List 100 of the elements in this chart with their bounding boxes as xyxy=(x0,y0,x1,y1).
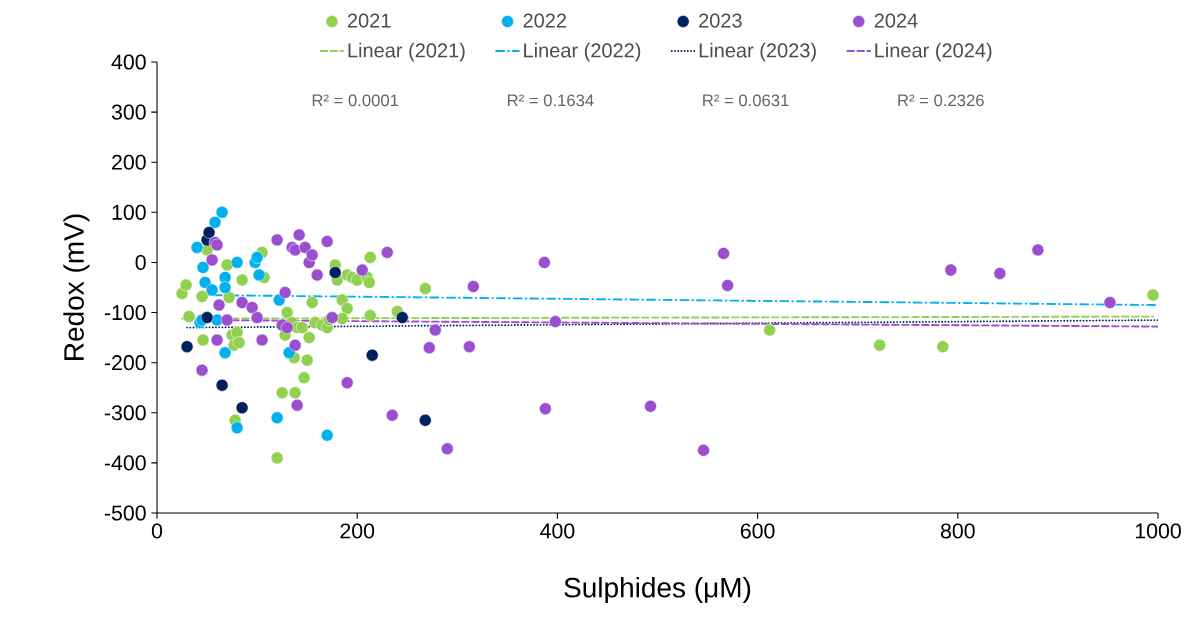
point xyxy=(717,247,730,260)
point xyxy=(195,363,209,377)
x-tick-label: 0 xyxy=(151,523,163,539)
point xyxy=(182,310,196,323)
point xyxy=(255,333,269,347)
x-tick-label: 800 xyxy=(940,523,975,539)
y-tick-label: 100 xyxy=(112,204,146,220)
y-tick-label: 300 xyxy=(111,104,146,120)
annotation: R² = 0.0631 xyxy=(703,94,789,107)
point xyxy=(218,271,232,284)
point xyxy=(218,281,232,294)
point xyxy=(230,421,244,435)
point xyxy=(697,444,710,457)
point xyxy=(380,246,394,259)
point xyxy=(320,429,334,442)
point xyxy=(232,336,246,349)
x-tick-label: 600 xyxy=(740,523,775,539)
point xyxy=(212,298,226,312)
point xyxy=(230,256,244,269)
point xyxy=(340,302,354,315)
point xyxy=(288,386,302,400)
legend-label: Linear (2023) xyxy=(699,42,816,62)
point xyxy=(235,273,249,287)
point xyxy=(365,348,379,362)
point xyxy=(385,409,399,422)
point xyxy=(270,451,284,465)
point xyxy=(355,263,369,277)
point xyxy=(278,286,292,299)
point xyxy=(297,371,311,384)
legend-label: 2022 xyxy=(523,13,567,28)
point xyxy=(195,290,209,303)
point xyxy=(467,280,480,293)
legend-label: Linear (2021) xyxy=(348,42,465,62)
y-tick-label: -100 xyxy=(104,305,146,321)
point xyxy=(215,378,229,392)
point xyxy=(873,338,886,352)
point xyxy=(295,321,309,334)
point xyxy=(419,414,432,427)
point xyxy=(463,340,476,353)
y-tick-label: -400 xyxy=(104,455,146,471)
point xyxy=(196,261,210,274)
point xyxy=(215,206,229,219)
legend-label: Linear (2024) xyxy=(875,42,992,62)
x-tick-label: 200 xyxy=(340,523,375,539)
point xyxy=(180,340,194,353)
point xyxy=(363,251,377,264)
point xyxy=(362,276,376,289)
point xyxy=(300,353,314,367)
point xyxy=(441,442,454,456)
point xyxy=(275,386,289,400)
point xyxy=(340,376,354,389)
annotation: R² = 0.0001 xyxy=(312,94,399,107)
point xyxy=(419,282,432,295)
point xyxy=(310,268,324,282)
point xyxy=(208,216,222,229)
point xyxy=(220,313,234,327)
point xyxy=(200,311,214,324)
point xyxy=(936,340,950,353)
point xyxy=(549,315,562,328)
point xyxy=(305,296,319,309)
point xyxy=(270,411,284,425)
point xyxy=(288,338,302,352)
legend-label: 2021 xyxy=(347,13,391,28)
point xyxy=(538,256,551,269)
point xyxy=(280,321,294,334)
legend-label: 2023 xyxy=(699,13,742,28)
point xyxy=(395,311,409,324)
point xyxy=(218,346,232,359)
point xyxy=(305,248,319,262)
point xyxy=(320,235,334,248)
point xyxy=(1103,296,1117,309)
point xyxy=(280,306,294,319)
point xyxy=(763,323,776,337)
point xyxy=(363,309,377,322)
point xyxy=(1031,243,1045,257)
point xyxy=(298,241,312,254)
point xyxy=(250,311,264,324)
x-axis-title: Sulphides (μM) xyxy=(564,577,751,604)
point xyxy=(721,279,734,292)
point xyxy=(270,233,284,247)
point xyxy=(205,253,219,267)
y-tick-label: 400 xyxy=(111,54,146,70)
point xyxy=(235,401,249,415)
point xyxy=(198,276,212,289)
point xyxy=(328,266,342,279)
point xyxy=(245,301,259,314)
point xyxy=(423,341,436,354)
point xyxy=(252,268,266,282)
y-tick-label: -300 xyxy=(104,405,146,421)
legend-label: 2024 xyxy=(874,13,918,28)
annotation: R² = 0.1634 xyxy=(507,94,594,107)
point xyxy=(235,296,249,309)
x-tick-label: 400 xyxy=(540,523,575,539)
point xyxy=(644,400,657,413)
point xyxy=(222,291,236,304)
point xyxy=(429,323,442,337)
point xyxy=(944,263,958,277)
point xyxy=(220,258,234,272)
point xyxy=(1146,288,1160,302)
point xyxy=(205,283,219,297)
